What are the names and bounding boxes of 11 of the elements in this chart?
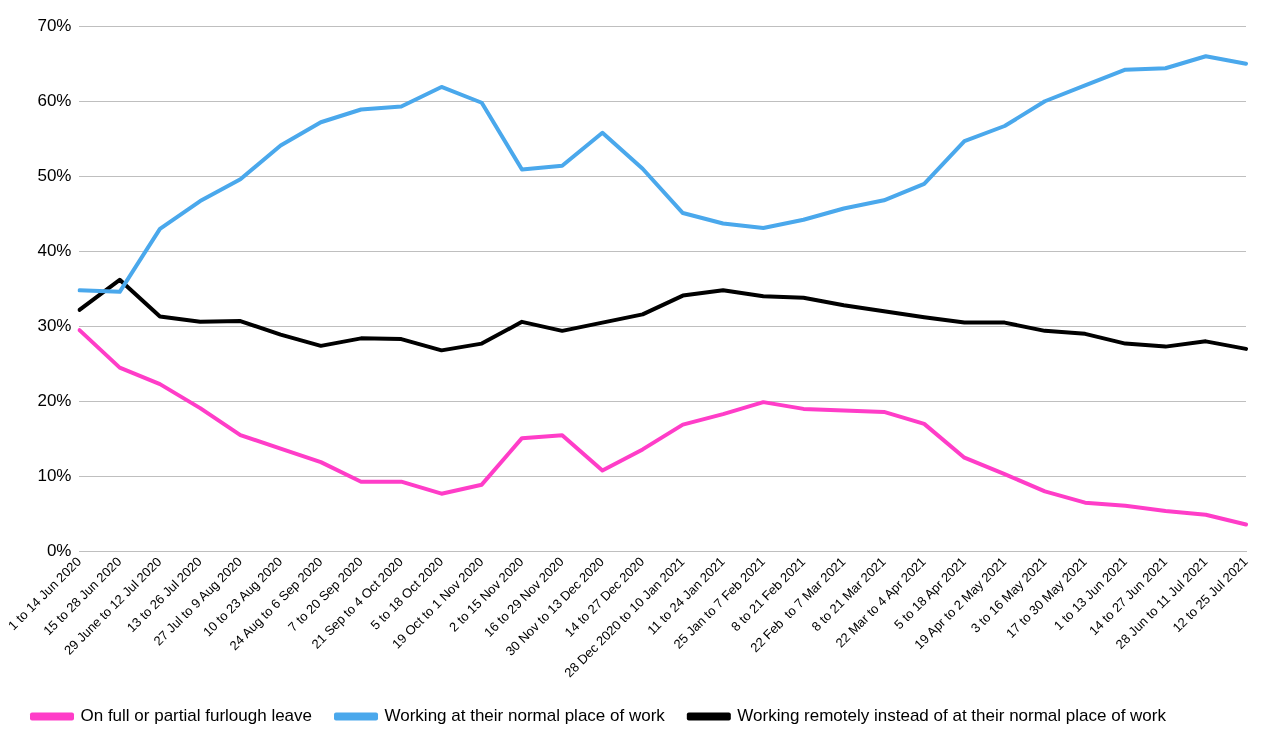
- y-tick-label: 70%: [37, 15, 72, 35]
- legend-label: On full or partial furlough leave: [80, 706, 313, 726]
- legend-label: Working remotely instead of at their normal place of work: [737, 706, 1167, 726]
- legend-label: Working at their normal place of work: [384, 706, 666, 726]
- y-tick-label: 0%: [46, 541, 72, 561]
- y-tick-label: 10%: [37, 466, 72, 486]
- y-tick-label: 60%: [37, 90, 72, 110]
- y-tick-label: 30%: [37, 316, 72, 336]
- y-tick-label: 20%: [37, 391, 72, 411]
- y-tick-label: 50%: [37, 165, 72, 185]
- y-tick-label: 40%: [37, 241, 72, 260]
